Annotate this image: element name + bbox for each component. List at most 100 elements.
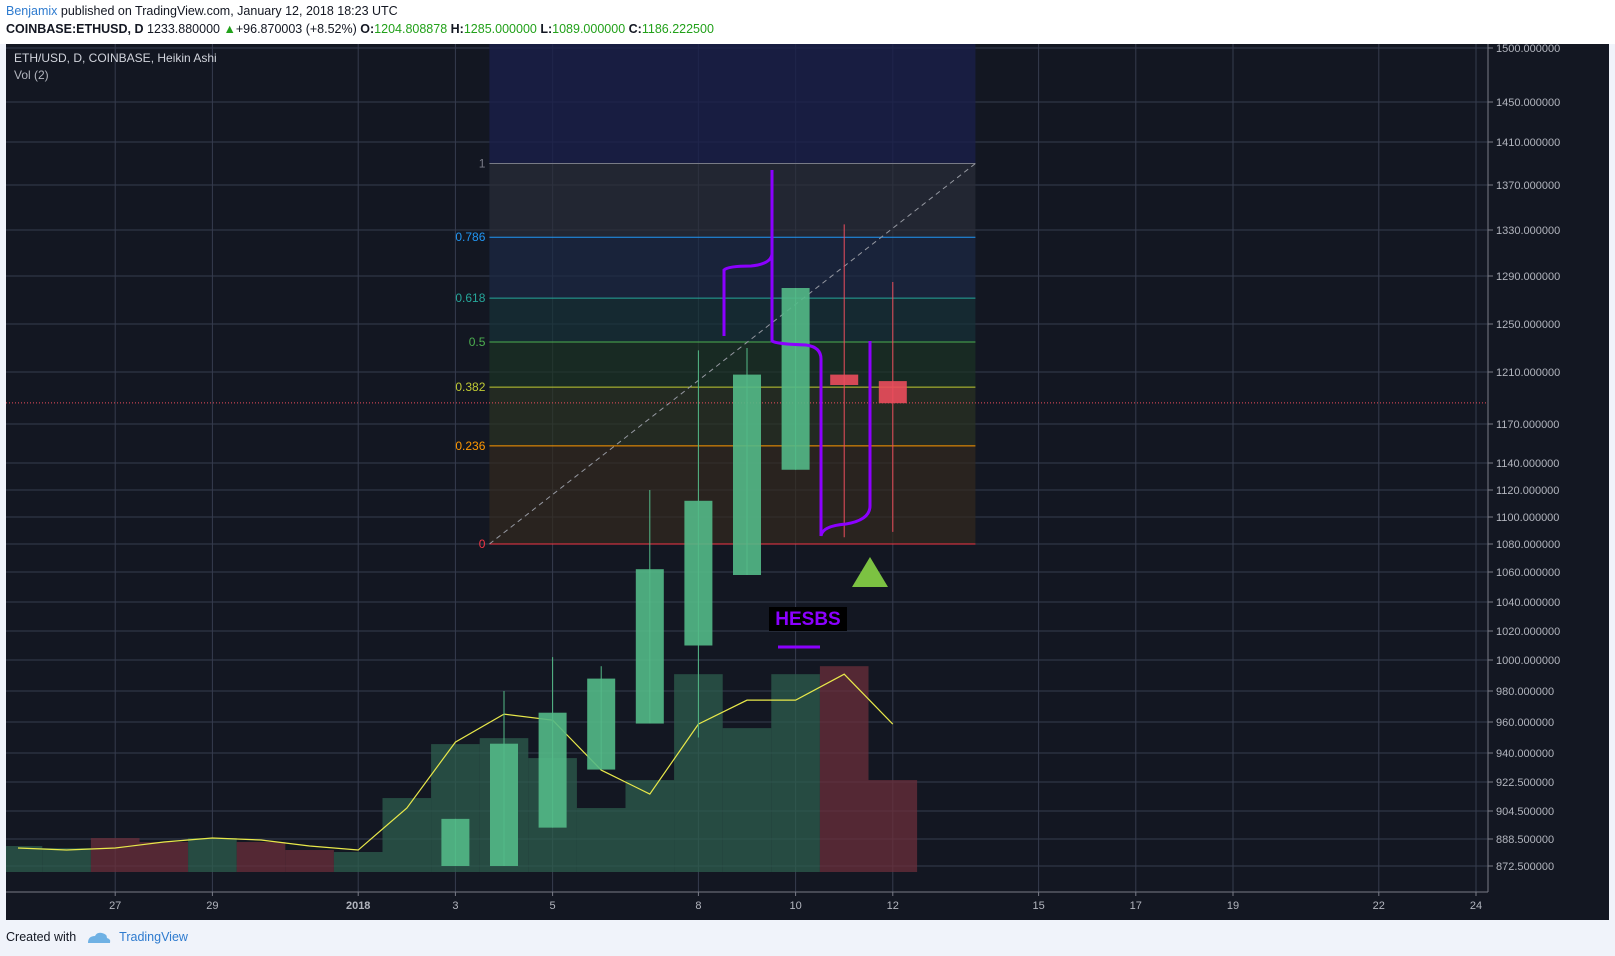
time-tick-label: 29 bbox=[206, 900, 218, 912]
candle-body bbox=[684, 500, 713, 646]
volume-bar bbox=[819, 666, 869, 872]
high-value: 1285.000000 bbox=[463, 22, 537, 36]
publish-header: Benjamix published on TradingView.com, J… bbox=[0, 0, 1615, 44]
price-tick-label: 1170.000000 bbox=[1496, 419, 1559, 431]
price-tick-label: 1500.000000 bbox=[1496, 44, 1560, 55]
tradingview-logo-icon bbox=[87, 932, 110, 943]
price-tick-label: 888.500000 bbox=[1496, 834, 1554, 846]
price-tick-label: 1140.000000 bbox=[1496, 458, 1559, 470]
chart-area[interactable]: 1 0.786 0.618 0.5 0.382 0.236 0 HESBS 1500.000… bbox=[0, 43, 1609, 920]
candles bbox=[441, 224, 907, 866]
volume-bar bbox=[722, 728, 772, 872]
price-tick-label: 1210.000000 bbox=[1496, 367, 1560, 379]
fib-level-label: 0.236 bbox=[455, 439, 485, 453]
price-chart[interactable]: 1 0.786 0.618 0.5 0.382 0.236 0 HESBS 1500.000… bbox=[0, 43, 1609, 920]
price-tick-label: 980.000000 bbox=[1496, 686, 1554, 698]
fib-level-label: 0.786 bbox=[455, 230, 485, 244]
drawing-annotations: HESBS bbox=[722, 170, 888, 649]
author-link[interactable]: Benjamix bbox=[6, 4, 58, 18]
fib-zone bbox=[489, 298, 976, 342]
candle-body bbox=[781, 288, 810, 470]
hesbs-pattern-path bbox=[722, 170, 872, 537]
fib-level-label: 1 bbox=[479, 157, 486, 171]
volume-bar bbox=[90, 838, 140, 872]
fib-level-label: 0.618 bbox=[455, 291, 485, 305]
tradingview-link[interactable]: TradingView bbox=[119, 930, 188, 944]
publish-info: Benjamix published on TradingView.com, J… bbox=[6, 4, 398, 18]
hesbs-label-bg bbox=[769, 607, 847, 631]
volume-bar bbox=[42, 848, 91, 872]
time-tick-label: 10 bbox=[789, 900, 801, 912]
price-tick-label: 940.000000 bbox=[1496, 748, 1554, 760]
fib-zone bbox=[489, 163, 976, 238]
chart-legend-vol: Vol (2) bbox=[14, 68, 49, 82]
price-tick-label: 1450.000000 bbox=[1496, 97, 1560, 109]
candle-body bbox=[830, 374, 859, 385]
price-tick-label: 1330.000000 bbox=[1496, 225, 1560, 237]
volume-bar bbox=[382, 798, 432, 872]
time-tick-label: 5 bbox=[550, 900, 556, 912]
candle-body bbox=[878, 381, 907, 404]
fib-level-label: 0.5 bbox=[469, 335, 486, 349]
volume-bar bbox=[625, 780, 675, 872]
price-tick-label: 922.500000 bbox=[1496, 777, 1554, 789]
volume-bar bbox=[0, 846, 43, 872]
fib-zone bbox=[489, 445, 976, 544]
volume-bar bbox=[139, 842, 189, 872]
time-tick-label: 15 bbox=[1032, 900, 1044, 912]
fib-extension-zone bbox=[489, 44, 976, 164]
volume-bar bbox=[188, 838, 237, 872]
time-tick-label: 17 bbox=[1130, 900, 1142, 912]
volume-bar bbox=[285, 850, 334, 872]
price-tick-label: 872.500000 bbox=[1496, 861, 1554, 873]
volume-ma-line bbox=[17, 673, 894, 851]
low-label: L: bbox=[540, 22, 553, 36]
price-axis: 1500.000000 1450.000000 1410.000000 1370.00… bbox=[1487, 43, 1609, 920]
time-tick-label: 24 bbox=[1470, 900, 1482, 912]
volume-bar bbox=[333, 852, 383, 872]
price-tick-label: 1000.000000 bbox=[1496, 655, 1560, 667]
volume-bar bbox=[576, 808, 626, 872]
time-tick-label: 8 bbox=[695, 900, 701, 912]
open-value: 1204.808878 bbox=[374, 22, 448, 36]
fib-zone bbox=[489, 342, 976, 388]
price-tick-label: 1250.000000 bbox=[1496, 319, 1560, 331]
time-tick-label: 3 bbox=[452, 900, 458, 912]
time-axis-bg bbox=[6, 892, 1609, 920]
price-tick-label: 1060.000000 bbox=[1496, 567, 1560, 579]
price-tick-label: 1100.000000 bbox=[1496, 512, 1559, 524]
last-price: 1233.880000 bbox=[147, 22, 220, 36]
time-tick-label: 12 bbox=[887, 900, 899, 912]
price-change: +96.870003 (+8.52%) bbox=[235, 22, 357, 36]
time-tick-label: 19 bbox=[1227, 900, 1239, 912]
price-tick-label: 1020.000000 bbox=[1496, 626, 1560, 638]
candle-body bbox=[538, 712, 567, 828]
close-label: C: bbox=[628, 22, 642, 36]
hesbs-label: HESBS bbox=[775, 609, 840, 630]
volume-bar bbox=[868, 780, 918, 872]
up-arrow-icon: ▲ bbox=[223, 22, 236, 36]
volume-bar bbox=[771, 674, 820, 872]
price-tick-label: 1040.000000 bbox=[1496, 597, 1560, 609]
open-label: O: bbox=[360, 22, 375, 36]
volume-ma-polyline bbox=[17, 673, 894, 851]
candle-body bbox=[635, 569, 664, 724]
published-text: published on TradingView.com, January 12… bbox=[57, 4, 398, 18]
price-tick-label: 1290.000000 bbox=[1496, 271, 1560, 283]
price-tick-label: 1080.000000 bbox=[1496, 539, 1560, 551]
candle-body bbox=[441, 818, 470, 866]
ohlc-line: COINBASE:ETHUSD, D 1233.880000 ▲+96.8700… bbox=[6, 22, 714, 36]
fib-level-label: 0 bbox=[479, 537, 486, 551]
low-value: 1089.000000 bbox=[552, 22, 626, 36]
price-tick-label: 1370.000000 bbox=[1496, 180, 1560, 192]
price-tick-label: 1120.000000 bbox=[1496, 485, 1559, 497]
fib-trend-line bbox=[489, 163, 976, 545]
symbol-label: COINBASE:ETHUSD, D bbox=[6, 22, 144, 36]
price-tick-label: 960.000000 bbox=[1496, 717, 1554, 729]
created-with-text: Created with bbox=[6, 930, 77, 944]
buy-triangle-marker bbox=[852, 557, 888, 587]
high-label: H: bbox=[450, 22, 464, 36]
price-axis-bg bbox=[1488, 44, 1609, 920]
fibonacci-retracement: 1 0.786 0.618 0.5 0.382 0.236 0 bbox=[6, 44, 1488, 551]
chart-legend-title: ETH/USD, D, COINBASE, Heikin Ashi bbox=[14, 51, 217, 65]
